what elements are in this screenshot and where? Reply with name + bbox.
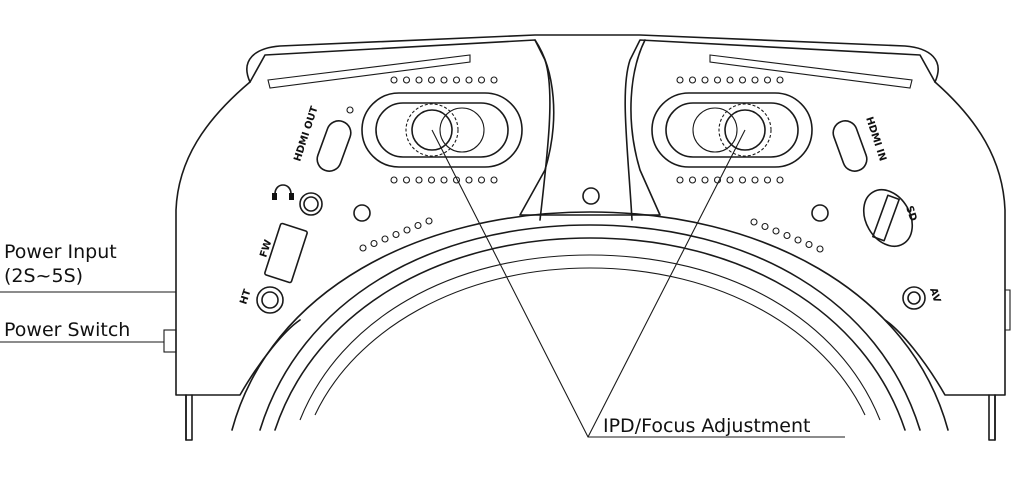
- power-input-range: (2S~5S): [4, 265, 83, 287]
- vent-dot: [676, 76, 684, 84]
- vent-dot: [452, 76, 461, 84]
- vent-dot: [701, 176, 709, 184]
- sensor-center: [582, 187, 600, 205]
- ht-label: HT: [238, 288, 253, 306]
- vent-dot: [381, 235, 389, 243]
- vent-dot: [688, 176, 697, 184]
- vent-dot: [816, 245, 824, 253]
- vent-dot: [392, 230, 400, 239]
- vent-dot: [772, 227, 780, 235]
- vent-dot: [763, 176, 772, 184]
- power-input-label: Power Input: [4, 241, 117, 263]
- vent-dot: [390, 76, 398, 84]
- indicator-led: [346, 106, 354, 114]
- vent-dot: [465, 76, 473, 84]
- vent-dot: [783, 231, 791, 240]
- vent-dot: [414, 221, 422, 230]
- vent-dot: [415, 176, 423, 184]
- vent-dot: [776, 176, 784, 184]
- goggle-housing: [163, 34, 1011, 441]
- hdmi-out-label: HDMI OUT: [292, 105, 320, 163]
- vent-dot: [713, 76, 722, 84]
- vent-dot: [751, 176, 759, 184]
- vent-dot: [477, 76, 486, 84]
- vent-dot: [440, 76, 448, 84]
- ipd-focus-label: IPD/Focus Adjustment: [603, 415, 810, 437]
- ht-port[interactable]: [256, 286, 284, 314]
- fw-button[interactable]: [264, 222, 308, 284]
- av-port[interactable]: [902, 286, 926, 310]
- vent-dot: [415, 76, 423, 84]
- vent-dot: [477, 176, 486, 184]
- vent-dot: [425, 217, 433, 225]
- av-label: AV: [927, 287, 942, 305]
- sensor-left: [353, 204, 371, 222]
- vent-dot: [776, 76, 784, 84]
- callout-lines: [0, 129, 845, 438]
- fw-label: FW: [258, 239, 274, 259]
- vent-dot: [402, 176, 411, 184]
- vent-dot: [738, 176, 747, 184]
- vent-dot: [403, 226, 411, 234]
- right-ipd-adjuster[interactable]: [651, 92, 813, 168]
- sd-label: SD: [903, 205, 918, 223]
- sd-card-slot[interactable]: [854, 181, 922, 255]
- vent-dot: [688, 76, 697, 84]
- left-ipd-adjuster[interactable]: [361, 92, 523, 168]
- power-switch-label: Power Switch: [4, 319, 130, 341]
- vent-dot: [440, 176, 448, 184]
- vent-dot: [805, 240, 813, 249]
- vent-dot: [701, 76, 709, 84]
- vent-dot: [490, 176, 498, 184]
- vent-dot: [761, 222, 769, 231]
- vent-dot: [750, 218, 758, 226]
- headphone-icon: [272, 184, 294, 200]
- vent-dot: [427, 76, 436, 84]
- vent-dot: [465, 176, 473, 184]
- vent-dot: [490, 76, 498, 84]
- vent-dot: [370, 239, 378, 248]
- headphone-jack[interactable]: [299, 192, 323, 216]
- vent-dot: [751, 76, 759, 84]
- sensor-right: [811, 204, 829, 222]
- vent-dot: [676, 176, 684, 184]
- vent-dot: [726, 76, 734, 84]
- hdmi-out-port[interactable]: [314, 117, 354, 174]
- vent-dot: [726, 176, 734, 184]
- vent-dot: [738, 76, 747, 84]
- hdmi-in-port[interactable]: [830, 117, 870, 174]
- vent-dot: [359, 244, 367, 252]
- vent-dot: [794, 236, 802, 244]
- vent-dot: [390, 176, 398, 184]
- vent-dot: [763, 76, 772, 84]
- vent-dot: [402, 76, 411, 84]
- face-cushion: [231, 211, 949, 431]
- vent-dot: [427, 176, 436, 184]
- vent-dots: [359, 76, 824, 253]
